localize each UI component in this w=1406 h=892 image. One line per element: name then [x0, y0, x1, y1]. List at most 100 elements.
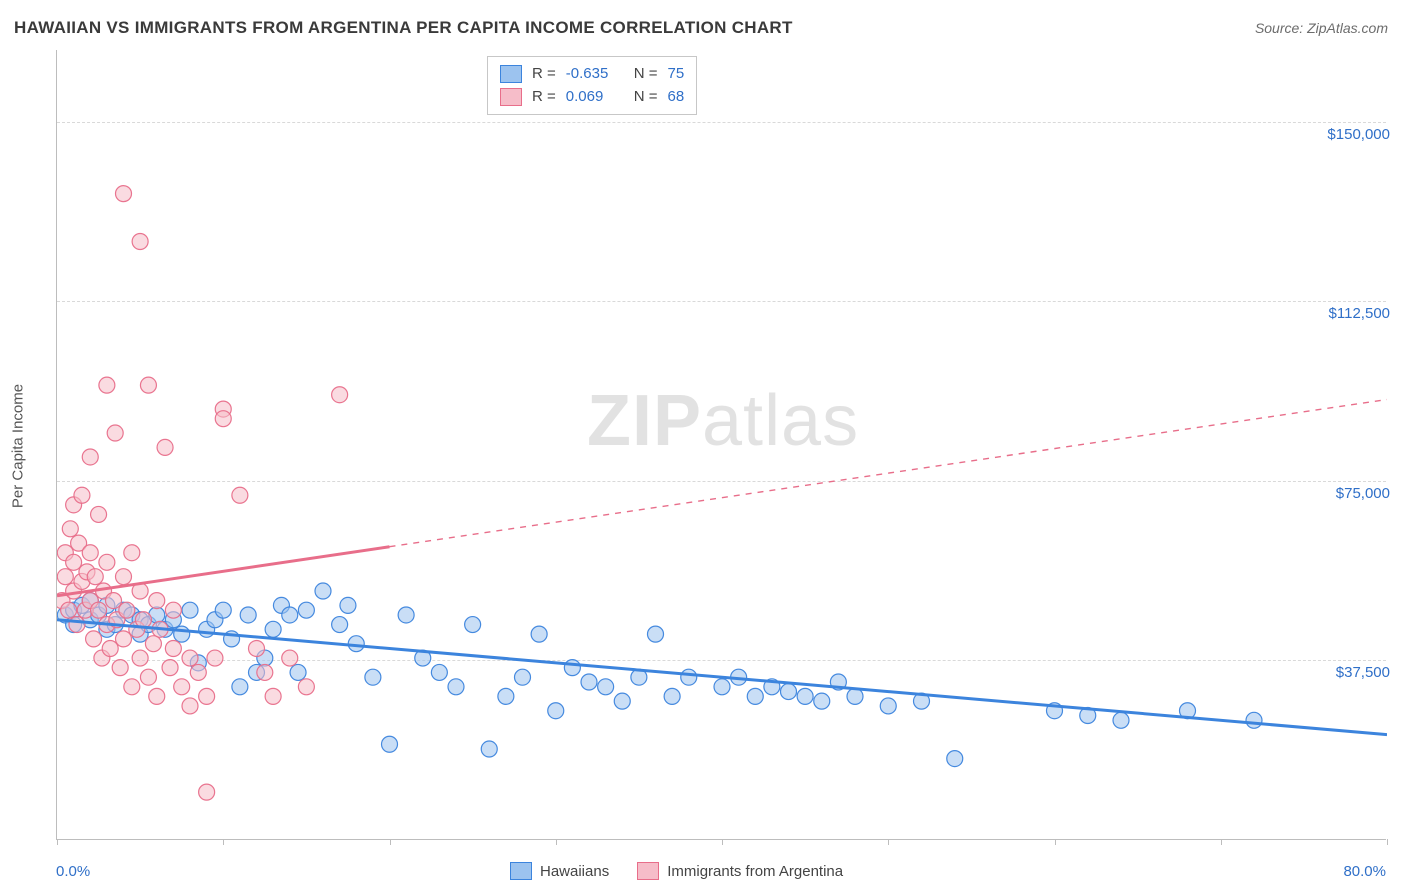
data-point	[240, 607, 256, 623]
data-point	[182, 698, 198, 714]
data-point	[315, 583, 331, 599]
data-point	[564, 660, 580, 676]
data-point	[282, 607, 298, 623]
data-point	[465, 617, 481, 633]
series-legend: HawaiiansImmigrants from Argentina	[510, 862, 843, 880]
legend-item: Immigrants from Argentina	[637, 862, 843, 880]
data-point	[781, 684, 797, 700]
data-point	[814, 693, 830, 709]
data-point	[498, 688, 514, 704]
x-axis-max: 80.0%	[1343, 863, 1386, 880]
y-tick-label: $37,500	[1336, 664, 1390, 681]
data-point	[880, 698, 896, 714]
legend-r-label: R =	[532, 86, 556, 109]
data-point	[145, 636, 161, 652]
legend-r-label: R =	[532, 63, 556, 86]
legend-n-label: N =	[634, 63, 658, 86]
trend-line-extrapolated	[390, 400, 1388, 547]
data-point	[257, 664, 273, 680]
data-point	[107, 425, 123, 441]
legend-swatch	[500, 88, 522, 106]
data-point	[332, 617, 348, 633]
y-axis-label: Per Capita Income	[10, 384, 27, 508]
data-point	[548, 703, 564, 719]
data-point	[162, 660, 178, 676]
data-point	[182, 650, 198, 666]
data-point	[282, 650, 298, 666]
data-point	[797, 688, 813, 704]
data-point	[124, 679, 140, 695]
data-point	[140, 377, 156, 393]
data-point	[157, 439, 173, 455]
data-point	[648, 626, 664, 642]
legend-row: R =-0.635N =75	[500, 63, 684, 86]
data-point	[124, 545, 140, 561]
legend-swatch	[510, 862, 532, 880]
data-point	[106, 593, 122, 609]
scatter-chart	[57, 50, 1387, 840]
data-point	[149, 593, 165, 609]
data-point	[382, 736, 398, 752]
data-point	[431, 664, 447, 680]
data-point	[86, 631, 102, 647]
y-tick-label: $75,000	[1336, 485, 1390, 502]
data-point	[947, 751, 963, 767]
legend-n-value: 68	[668, 86, 685, 109]
data-point	[265, 688, 281, 704]
data-point	[165, 640, 181, 656]
data-point	[190, 664, 206, 680]
x-tick	[1387, 839, 1388, 845]
data-point	[249, 640, 265, 656]
data-point	[481, 741, 497, 757]
chart-container: HAWAIIAN VS IMMIGRANTS FROM ARGENTINA PE…	[0, 0, 1406, 892]
data-point	[1246, 712, 1262, 728]
data-point	[298, 602, 314, 618]
data-point	[664, 688, 680, 704]
data-point	[515, 669, 531, 685]
data-point	[132, 234, 148, 250]
data-point	[82, 449, 98, 465]
data-point	[365, 669, 381, 685]
legend-r-value: 0.069	[566, 86, 624, 109]
data-point	[102, 640, 118, 656]
data-point	[298, 679, 314, 695]
data-point	[112, 660, 128, 676]
data-point	[332, 387, 348, 403]
correlation-legend: R =-0.635N =75R =0.069N =68	[487, 56, 697, 115]
data-point	[116, 186, 132, 202]
data-point	[614, 693, 630, 709]
data-point	[57, 569, 73, 585]
data-point	[232, 487, 248, 503]
data-point	[116, 631, 132, 647]
legend-row: R =0.069N =68	[500, 86, 684, 109]
chart-title: HAWAIIAN VS IMMIGRANTS FROM ARGENTINA PE…	[14, 18, 793, 38]
data-point	[87, 569, 103, 585]
data-point	[132, 650, 148, 666]
data-point	[66, 554, 82, 570]
data-point	[119, 602, 135, 618]
data-point	[531, 626, 547, 642]
data-point	[340, 597, 356, 613]
data-point	[149, 688, 165, 704]
data-point	[1113, 712, 1129, 728]
data-point	[82, 545, 98, 561]
data-point	[398, 607, 414, 623]
data-point	[99, 554, 115, 570]
data-point	[91, 506, 107, 522]
data-point	[174, 679, 190, 695]
data-point	[116, 569, 132, 585]
data-point	[199, 784, 215, 800]
chart-source: Source: ZipAtlas.com	[1255, 20, 1388, 36]
legend-label: Immigrants from Argentina	[667, 863, 843, 880]
data-point	[232, 679, 248, 695]
data-point	[290, 664, 306, 680]
y-tick-label: $150,000	[1327, 126, 1390, 143]
data-point	[581, 674, 597, 690]
data-point	[99, 377, 115, 393]
data-point	[714, 679, 730, 695]
data-point	[265, 621, 281, 637]
legend-swatch	[637, 862, 659, 880]
data-point	[847, 688, 863, 704]
data-point	[215, 411, 231, 427]
legend-r-value: -0.635	[566, 63, 624, 86]
